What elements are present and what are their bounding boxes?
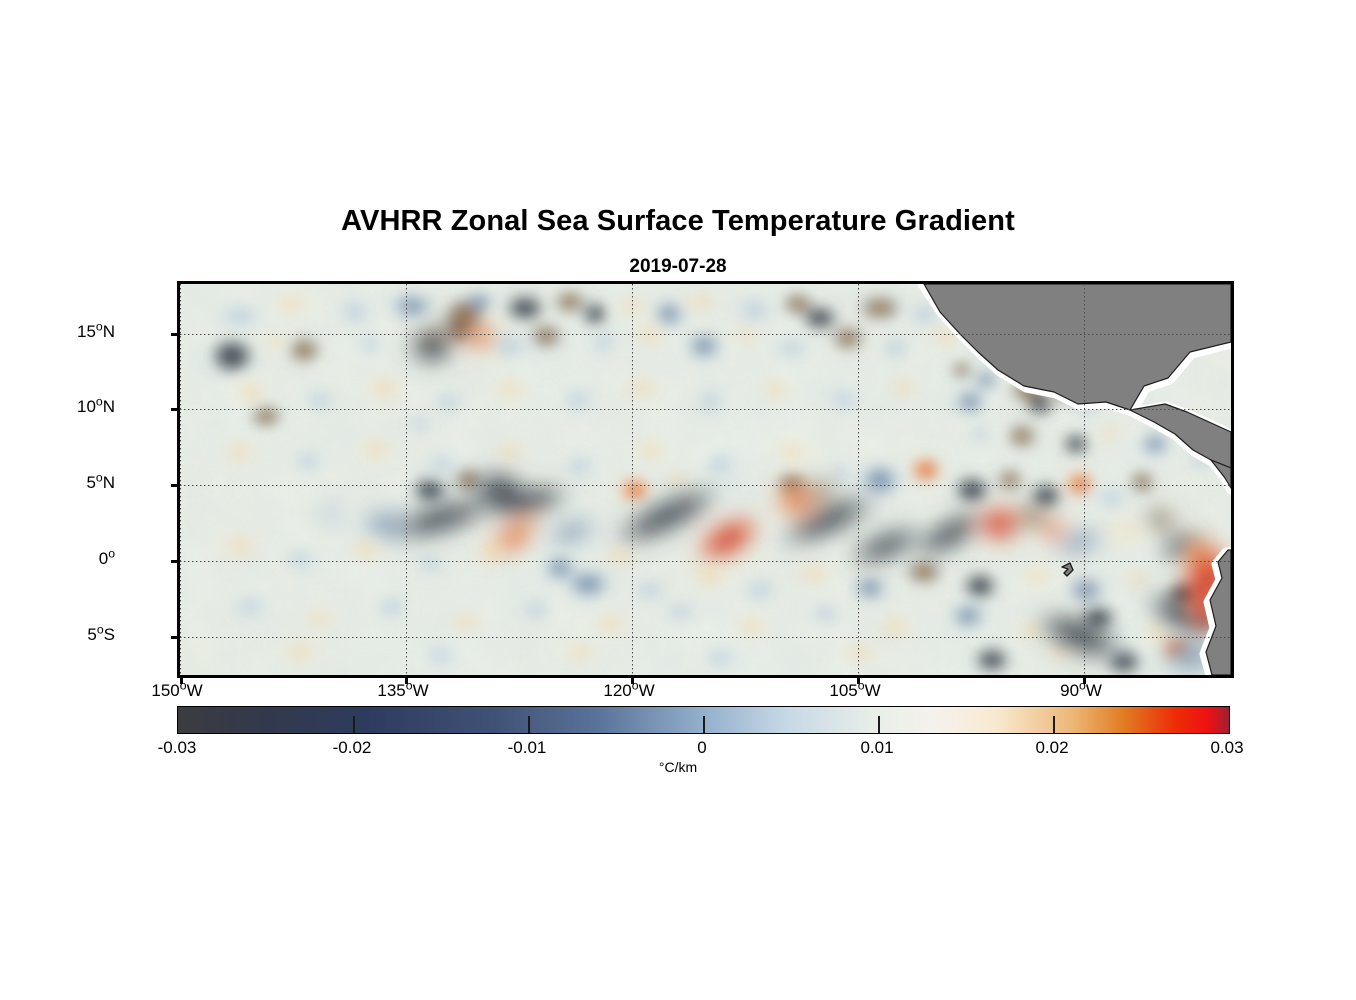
page-title: AVHRR Zonal Sea Surface Temperature Grad… [341, 205, 1015, 237]
map-plot-area [171, 281, 1234, 684]
colorbar-tick--0.02 [353, 716, 355, 733]
ytick-label-15N: 15oN [76, 319, 115, 341]
xtick-label-120W: 120oW [603, 678, 655, 700]
ytick-5N [171, 484, 180, 487]
ytick-10N [171, 408, 180, 411]
xtick-label-105W: 105oW [829, 678, 881, 700]
colorbar-label-0: 0 [697, 738, 707, 757]
ytick-label-5N: 5oN [86, 470, 115, 492]
colorbar-unit-label: °C/km [658, 759, 698, 775]
xtick-135W [405, 675, 408, 684]
colorbar-tick-0.01 [878, 716, 880, 733]
colorbar-label--0.01: -0.01 [507, 738, 547, 757]
colorbar-tick--0.01 [528, 716, 530, 733]
xtick-150W [180, 675, 183, 684]
colorbar-label-0.03: 0.03 [1210, 738, 1244, 757]
ytick-5S [171, 636, 180, 639]
ytick-0 [171, 560, 180, 563]
colorbar-label-0.01: 0.01 [860, 738, 894, 757]
ytick-label-5S: 5oS [87, 622, 115, 644]
xtick-105W [857, 675, 860, 684]
ytick-15N [171, 333, 180, 336]
colorbar [177, 706, 1230, 734]
xtick-label-150W: 150oW [151, 678, 203, 700]
colorbar-label-0.02: 0.02 [1035, 738, 1069, 757]
xtick-120W [631, 675, 634, 684]
land-mask [917, 284, 1231, 675]
colorbar-label--0.02: -0.02 [332, 738, 372, 757]
xtick-90W [1083, 675, 1086, 684]
map-field-clip [180, 284, 1231, 675]
figure-subtitle: 2019-07-28 [629, 256, 727, 277]
colorbar-label--0.03: -0.03 [157, 738, 197, 757]
sst-gradient-heatmap [180, 284, 1231, 675]
ytick-label-0: 0o [98, 546, 115, 568]
ytick-label-10N: 10oN [76, 394, 115, 416]
colorbar-tick-0.02 [1053, 716, 1055, 733]
colorbar-tick-0 [703, 716, 705, 733]
xtick-label-135W: 135oW [377, 678, 429, 700]
xtick-label-90W: 90oW [1060, 678, 1102, 700]
